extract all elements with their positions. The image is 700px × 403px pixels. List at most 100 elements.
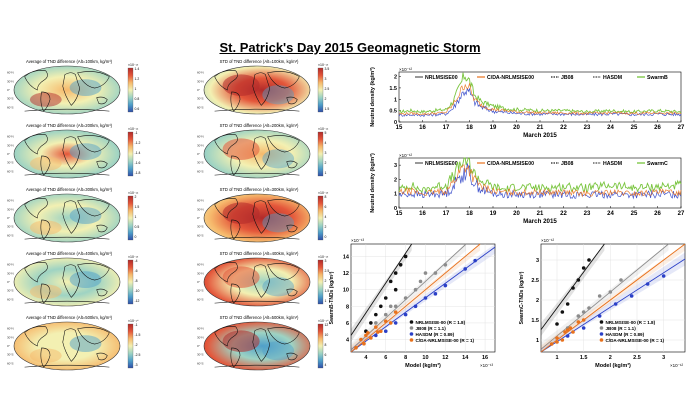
legend-label: JB08 (R = 1.1) (605, 326, 636, 331)
y-tick-label: 1 (394, 97, 397, 103)
continent-outline (267, 327, 300, 345)
x-tick-label: 18 (466, 125, 473, 131)
data-point (576, 314, 581, 318)
continent-outline (40, 219, 51, 240)
legend-swatch (409, 332, 414, 336)
y-tick-label: 2 (394, 177, 397, 183)
data-point (403, 296, 408, 300)
x-tick-label: 20 (513, 211, 520, 217)
legend-swatch (409, 326, 414, 330)
colorbar-exponent: ×10⁻¹³ (318, 255, 329, 259)
map-panel-title: Average of TND difference (Alt=400km, kg… (26, 251, 113, 256)
continent-outline (96, 288, 108, 297)
continent-outlines (24, 70, 110, 112)
data-point (359, 337, 363, 342)
map-anomaly-blob (69, 271, 102, 288)
data-point (563, 330, 567, 334)
data-point (571, 330, 575, 334)
series-line (398, 87, 682, 118)
data-point (374, 321, 378, 325)
latitude-tick-label: 60°N (7, 263, 14, 267)
colorbar-tick-label: -1.2 (135, 141, 141, 145)
continent-outline (214, 172, 300, 176)
continent-outline (24, 70, 48, 91)
map-anomaly-blob (29, 348, 62, 363)
map-anomaly-blob (69, 207, 102, 224)
continent-outline (230, 155, 241, 176)
data-point (645, 282, 650, 286)
colorbar-tick-label: 0.8 (135, 97, 140, 101)
map-panel-title: Average of TND difference (Alt=500km, kg… (26, 315, 113, 320)
latitude-tick-label: 30°N (197, 143, 204, 147)
continent-outline (286, 352, 298, 361)
continent-outline (214, 134, 238, 155)
x-tick-label: 27 (678, 211, 685, 217)
x-tick-label: 2 (609, 355, 612, 361)
latitude-tick-label: 0° (197, 216, 201, 220)
data-point (403, 254, 408, 259)
colorbar-tick-label: -1.8 (135, 171, 141, 175)
continent-outlines (214, 134, 300, 176)
latitude-tick-label: 60°S (7, 105, 14, 109)
legend-label: NRLMSISE00 (425, 75, 458, 81)
data-point (388, 321, 393, 325)
continent-outlines (214, 262, 300, 304)
colorbar-tick-label: 1.2 (135, 77, 140, 81)
latitude-tick-label: 30°N (197, 79, 204, 83)
colorbar-tick-label: 2.5 (325, 269, 330, 273)
latitude-tick-label: 30°N (7, 143, 14, 147)
colorbar-tick-label: 1 (135, 87, 137, 91)
colorbar-tick-label: 0 (325, 235, 327, 239)
continent-outline (230, 347, 241, 368)
confidence-band (351, 244, 412, 342)
continent-outline (286, 96, 298, 105)
map-anomaly-blob (222, 266, 260, 288)
colorbar-tick-label: -1.4 (135, 151, 141, 155)
data-point (383, 312, 388, 317)
data-point (413, 287, 418, 292)
colorbar-tick-label: 1 (135, 215, 137, 219)
y-tick-label: 1.5 (531, 318, 539, 324)
continent-outline (96, 224, 108, 233)
latitude-tick-label: 30°N (7, 335, 14, 339)
continent-outline (286, 160, 298, 169)
axis-exponent: ×10⁻¹³ (480, 363, 494, 368)
colorbar-tick-label: 8 (325, 343, 327, 347)
map-panel-title: STD of TND difference (Alt=100km, kg/m³) (220, 59, 299, 64)
series-line (398, 163, 682, 200)
y-tick-label: 2.5 (531, 278, 539, 284)
colorbar-tick-label: 3 (325, 77, 327, 81)
colorbar-tick-label: 0.6 (135, 107, 140, 111)
continent-outline (286, 224, 298, 233)
data-point (433, 271, 438, 275)
continent-outline (24, 364, 110, 368)
legend-label: C/DA-NRLMSISE-00 (R = 1) (605, 338, 664, 343)
continent-outline (24, 236, 110, 240)
axis-exponent: ×10⁻¹² (399, 153, 413, 158)
y-tick-label: 3 (394, 163, 397, 169)
colorbar-tick-label: 12 (325, 323, 329, 327)
latitude-tick-label: 0° (197, 152, 201, 156)
colorbar-tick-label: -1 (135, 131, 138, 135)
latitude-tick-label: 60°S (197, 169, 204, 173)
continent-outlines (24, 262, 110, 304)
x-tick-label: 22 (560, 125, 567, 131)
latitude-tick-label: 30°S (7, 225, 14, 229)
map-panel: STD of TND difference (Alt=200km, kg/m³)… (197, 123, 329, 179)
x-tick-label: 19 (490, 125, 497, 131)
latitude-tick-label: 0° (197, 280, 201, 284)
latitude-tick-label: 60°S (197, 233, 204, 237)
latitude-tick-label: 60°S (7, 233, 14, 237)
data-point (463, 267, 468, 271)
y-axis-label: SwarmB-TNDs (kg/m³) (329, 271, 335, 324)
continent-outline (62, 72, 81, 106)
fit-line (350, 243, 481, 353)
y-axis-label: SwarmC-TNDs (kg/m³) (519, 271, 525, 324)
confidence-band (541, 244, 605, 337)
colorbar-tick-label: -1 (135, 323, 138, 327)
continent-outline (214, 236, 300, 240)
y-tick-label: 1.5 (389, 86, 397, 92)
data-point (388, 279, 393, 284)
latitude-tick-label: 60°N (197, 327, 204, 331)
continent-outline (214, 108, 300, 112)
